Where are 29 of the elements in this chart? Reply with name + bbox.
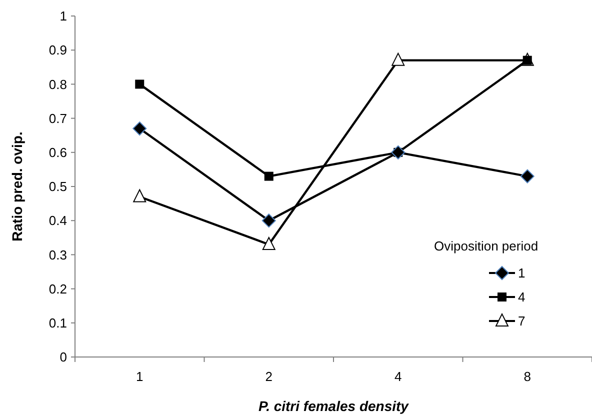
y-tick-label: 1 (60, 8, 67, 24)
y-tick-label: 0.5 (48, 179, 67, 194)
y-tick-label: 0.7 (48, 110, 67, 126)
x-tick-label: 2 (265, 369, 272, 384)
y-tick-label: 0.9 (48, 42, 67, 58)
y-tick-label: 0.2 (48, 281, 67, 296)
y-tick-label: 0 (60, 350, 67, 365)
point (262, 214, 276, 228)
legend-label: 1 (518, 266, 526, 281)
x-axis-title: P. citri females density (258, 398, 410, 414)
y-tick-label: 0.4 (48, 213, 67, 228)
y-tick-label: 0.8 (48, 76, 67, 92)
x-tick-label: 4 (394, 369, 402, 384)
y-axis-title: Ratio pred. ovip. (9, 132, 25, 242)
y-tick-label: 0.3 (48, 247, 67, 262)
point (132, 122, 147, 136)
point (392, 52, 405, 66)
point (133, 189, 146, 202)
point (520, 169, 534, 184)
point (262, 236, 276, 250)
x-tick-label: 8 (524, 369, 531, 384)
x-tick-label: 1 (136, 369, 144, 384)
point (135, 80, 144, 89)
y-tick-label: 0.6 (48, 144, 67, 160)
point (264, 172, 274, 181)
legend-title: Oviposition period (434, 238, 538, 254)
legend-label: 7 (518, 314, 526, 329)
y-tick-label: 0.1 (48, 315, 67, 330)
legend-label: 4 (518, 290, 526, 305)
